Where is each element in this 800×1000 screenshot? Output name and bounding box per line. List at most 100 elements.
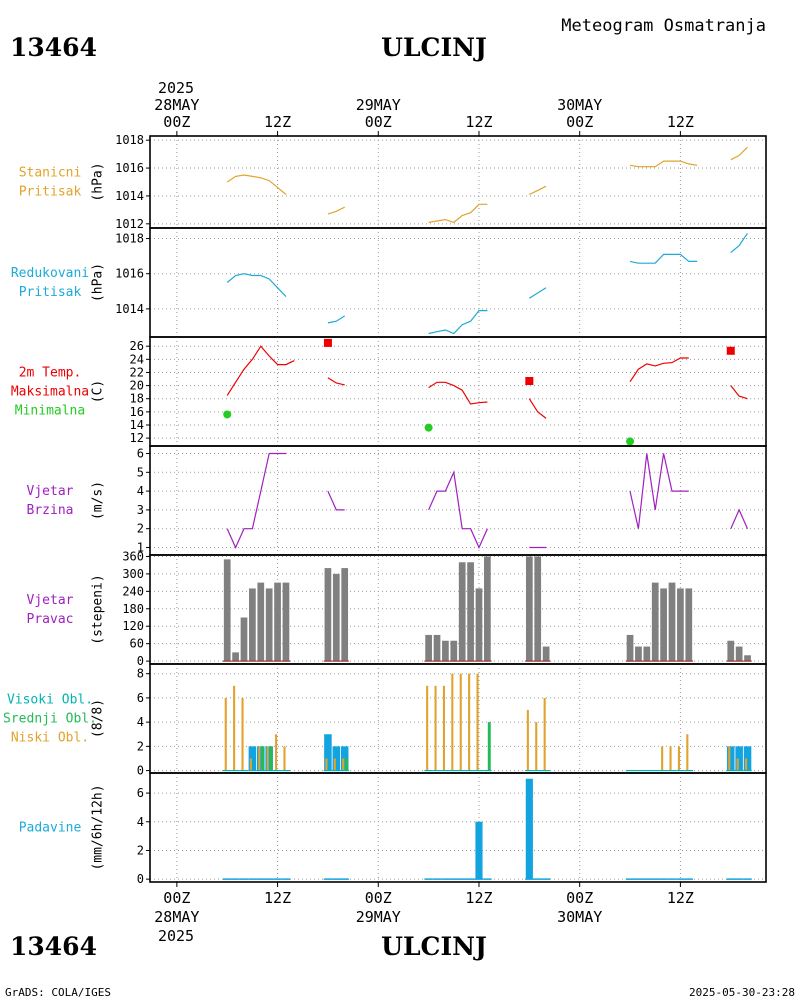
series-line: [327, 315, 346, 324]
cloud-high-bar: [248, 746, 257, 771]
top-time-label: 28MAY: [154, 96, 199, 114]
panel-label: Vjetar: [27, 593, 74, 608]
panel-frame: [149, 336, 767, 447]
ytick-label: 1014: [115, 189, 144, 203]
cloud-low-bar: [543, 697, 546, 771]
series-line: [226, 452, 286, 549]
wind-direction-bar: [450, 640, 458, 662]
cloud-low-bar: [459, 673, 462, 771]
ylabel: (8/8): [91, 699, 106, 738]
wind-direction-bar: [257, 582, 265, 662]
top-time-label: 00Z: [163, 113, 190, 131]
ytick-label: 240: [122, 584, 144, 598]
min-temp-marker: [626, 437, 635, 446]
cloud-low-bar: [442, 685, 445, 771]
wind-direction-bar: [651, 582, 659, 662]
ylabel: (stepeni): [91, 574, 106, 644]
top-time-label: 29MAY: [356, 96, 401, 114]
top-time-label: 12Z: [667, 113, 694, 131]
ylabel: (hPa): [91, 162, 106, 201]
series-line: [226, 273, 287, 298]
ylabel: (hPa): [91, 263, 106, 302]
ylabel: (m/s): [91, 481, 106, 520]
precipitation-bar: [475, 821, 483, 880]
ytick-label: 22: [130, 365, 144, 379]
top-time-label: 00Z: [365, 113, 392, 131]
max-temp-marker: [525, 376, 534, 385]
panels-layer: 1012 1014 1016 1018 (hPa) Stanicni Pritisak 101…: [3, 133, 767, 886]
cloud-low-bar: [745, 758, 748, 771]
cloud-low-bar: [266, 746, 269, 771]
wind-direction-bar: [744, 655, 751, 662]
cloud-low-bar: [736, 758, 739, 771]
panel-label: Redukovani: [11, 266, 89, 281]
panel-label: Visoki Obl.: [7, 693, 93, 708]
cloud-high-bar: [340, 746, 349, 771]
cloud-mid-bar: [269, 746, 273, 771]
wind-direction-bar: [265, 588, 273, 662]
bottom-time-label: 29MAY: [356, 908, 401, 926]
station-id-bottom: 13464: [10, 932, 97, 961]
series-line: [629, 160, 698, 168]
ylabel: (mm/6h/12h): [91, 784, 106, 870]
series-line: [226, 174, 287, 195]
series-line: [327, 206, 345, 215]
ytick-label: 2: [137, 522, 144, 536]
bottom-time-label: 00Z: [365, 889, 392, 907]
cloud-mid-bar: [261, 746, 265, 771]
wind-direction-bar: [232, 652, 239, 662]
ytick-label: 0: [137, 872, 144, 886]
wind-direction-bar: [425, 634, 432, 662]
panel-frame: [149, 772, 767, 883]
top-time-label: 12Z: [264, 113, 291, 131]
ytick-label: 6: [137, 786, 144, 800]
cloud-high-bar: [265, 746, 273, 771]
footer-left: GrADS: COLA/IGES: [5, 986, 111, 999]
cloud-low-bar: [468, 673, 471, 771]
max-temp-marker: [323, 338, 332, 347]
min-temp-marker: [424, 423, 433, 432]
cloud-low-bar: [728, 746, 731, 771]
series-line: [730, 146, 748, 161]
cloud-low-bar: [233, 685, 236, 771]
ytick-label: 1012: [115, 217, 144, 231]
ytick-label: 1018: [115, 133, 144, 147]
wind-direction-bar: [332, 573, 340, 662]
ytick-label: 1016: [115, 161, 144, 175]
ytick-label: 360: [122, 549, 144, 563]
series-line: [629, 453, 689, 529]
wind-direction-bar: [727, 640, 735, 662]
cloud-low-bar: [325, 758, 328, 771]
cloud-low-bar: [669, 746, 672, 771]
station-id-top: 13464: [10, 33, 97, 62]
wind-direction-bar: [433, 634, 441, 662]
panel-label: Stanicni: [19, 166, 82, 181]
panel-label: Pritisak: [19, 285, 82, 300]
station-name-top: ULCINJ: [381, 33, 487, 62]
panel-wind_speed: 1 2 3 4 5 6 (m/s) Vjetar Brzina: [27, 445, 767, 556]
ytick-label: 2: [137, 739, 144, 753]
wind-direction-bar: [324, 568, 332, 662]
wind-direction-bar: [458, 562, 466, 662]
wind-direction-bar: [542, 646, 550, 662]
ytick-label: 0: [137, 654, 144, 668]
wind-direction-bar: [660, 588, 667, 662]
panel-wind_direction: 0 60 120 180 240 300 360 (stepeni) Vjetar Pravac: [27, 549, 767, 668]
panel-label: Minimalna: [15, 404, 85, 419]
cloud-low-bar: [661, 746, 664, 771]
bottom-time-label: 12Z: [264, 889, 291, 907]
panel-label: Vjetar: [27, 484, 74, 499]
ytick-label: 1014: [115, 302, 144, 316]
ytick-label: 20: [130, 379, 144, 393]
ytick-label: 6: [137, 691, 144, 705]
ytick-label: 26: [130, 339, 144, 353]
cloud-high-bar: [726, 746, 735, 771]
cloud-low-bar: [426, 685, 429, 771]
wind-direction-bar: [685, 588, 693, 662]
series-line: [327, 490, 345, 511]
precipitation-bar: [525, 778, 533, 880]
panel-frame: [149, 135, 767, 229]
wind-direction-bar: [442, 640, 449, 662]
